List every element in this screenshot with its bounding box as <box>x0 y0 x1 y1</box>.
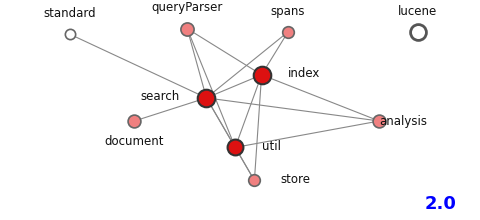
Point <box>183 27 191 30</box>
Text: lucene: lucene <box>398 5 437 18</box>
Point <box>375 119 383 123</box>
Text: index: index <box>288 67 320 80</box>
Text: spans: spans <box>271 5 305 18</box>
Point <box>414 30 421 34</box>
Point <box>131 119 138 123</box>
Text: queryParser: queryParser <box>152 1 223 14</box>
Point <box>258 73 265 77</box>
Text: util: util <box>262 140 281 153</box>
Point <box>203 96 210 100</box>
Text: store: store <box>281 173 311 186</box>
Text: 2.0: 2.0 <box>424 195 456 213</box>
Text: analysis: analysis <box>379 114 427 128</box>
Point <box>231 146 239 149</box>
Point <box>66 32 73 36</box>
Text: standard: standard <box>43 7 96 20</box>
Text: document: document <box>105 135 164 148</box>
Text: search: search <box>141 90 180 103</box>
Point <box>284 30 292 34</box>
Point <box>251 179 258 182</box>
